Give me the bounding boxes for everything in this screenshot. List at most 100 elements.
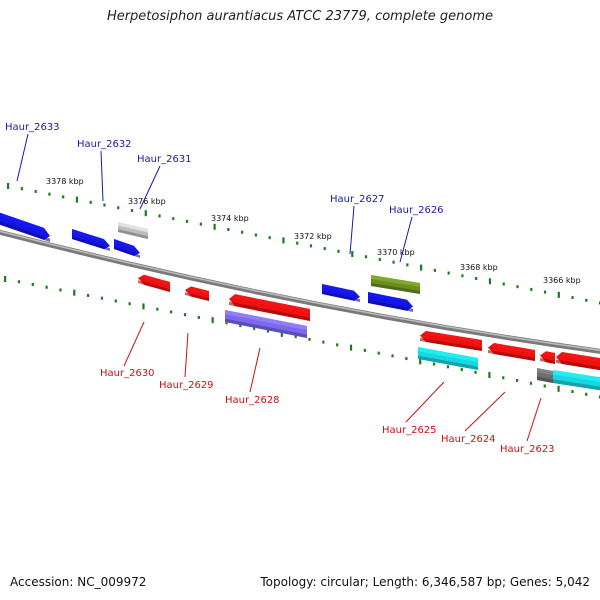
leader-line — [399, 216, 413, 263]
lower-minor-tick — [100, 296, 104, 300]
gene-haur-2623 — [556, 351, 600, 371]
upper-minor-tick — [20, 187, 23, 191]
upper-minor-tick — [502, 282, 505, 286]
lower-major-tick — [349, 344, 353, 351]
gene-segment — [540, 351, 555, 364]
upper-minor-tick — [62, 195, 65, 199]
upper-minor-tick — [516, 285, 519, 289]
gene-haur-2632-shadow — [72, 236, 110, 251]
upper-major-tick — [7, 183, 10, 189]
leader-line — [139, 165, 161, 210]
gene-haur-2629-shadow — [185, 292, 209, 301]
lower-minor-tick — [266, 329, 270, 333]
lower-major-tick — [557, 385, 560, 392]
upper-minor-tick — [254, 233, 258, 237]
gene-segment — [537, 368, 553, 383]
lower-minor-tick — [377, 351, 380, 355]
leader-line — [123, 321, 145, 367]
gene-segment-shadow — [553, 379, 600, 391]
lower-minor-tick — [515, 379, 519, 383]
gene-haur-2632 — [72, 229, 110, 251]
gene-haur-2623-highlight — [562, 351, 600, 363]
lower-minor-tick — [45, 285, 48, 289]
gene-segment-highlight — [553, 370, 600, 382]
lower-minor-tick — [308, 337, 311, 341]
lower-minor-tick — [446, 365, 449, 369]
upper-minor-tick — [130, 208, 134, 212]
gene-segment-highlight — [537, 368, 553, 376]
gene-label-reverse: Haur_2625 — [382, 425, 437, 436]
upper-major-tick — [75, 196, 79, 203]
lower-minor-tick — [474, 370, 477, 374]
upper-major-tick — [420, 264, 423, 271]
upper-minor-tick — [585, 298, 588, 302]
gene-haur-2631 — [118, 222, 148, 239]
lower-major-tick — [211, 317, 214, 324]
gene-label-reverse: Haur_2630 — [100, 368, 155, 379]
gene-label-forward: Haur_2631 — [137, 154, 192, 165]
lower-minor-tick — [391, 354, 394, 358]
gene-label-forward: Haur_2627 — [330, 194, 385, 205]
upper-minor-tick — [172, 217, 175, 221]
gene-haur-2631-highlight — [118, 222, 148, 233]
gene-haur-2632-highlight — [72, 229, 104, 243]
scale-label: 3372 kbp — [294, 232, 332, 241]
scale-label: 3378 kbp — [46, 177, 84, 186]
upper-minor-tick — [199, 222, 202, 226]
upper-major-tick — [488, 278, 492, 285]
leader-line — [464, 391, 506, 432]
scale-label: 3370 kbp — [377, 248, 415, 257]
gene-segment-highlight — [114, 239, 134, 250]
gene-label-reverse: Haur_2628 — [225, 395, 280, 406]
upper-major-tick — [557, 291, 560, 298]
gene-haur-2630-highlight — [144, 274, 170, 286]
gene-segment — [114, 239, 140, 258]
genome-backbone — [0, 229, 600, 354]
lower-minor-tick — [59, 288, 62, 292]
gene-label-reverse: Haur_2623 — [500, 444, 555, 455]
upper-major-tick — [351, 251, 354, 258]
gene-label-reverse: Haur_2629 — [159, 380, 214, 391]
upper-minor-tick — [34, 189, 37, 193]
lower-minor-tick — [17, 280, 21, 284]
gene-haur-2629 — [185, 286, 209, 301]
lower-minor-tick — [405, 357, 408, 361]
lower-minor-tick — [336, 343, 339, 347]
lower-major-tick — [419, 358, 422, 365]
gene-haur-2628-highlight — [225, 310, 307, 331]
gene-haur-2628 — [225, 310, 307, 338]
tick-track-lower — [4, 276, 600, 399]
upper-minor-tick — [392, 260, 395, 264]
lower-minor-tick — [502, 376, 505, 380]
leader-line — [526, 397, 542, 442]
gene-haur-2630 — [138, 274, 170, 292]
gene-haur-2626 — [371, 275, 420, 294]
lower-minor-tick — [585, 392, 588, 396]
gene-segment-highlight — [368, 292, 407, 304]
lower-major-tick — [73, 289, 76, 296]
gene-haur-2624-highlight — [494, 343, 535, 354]
upper-minor-tick — [89, 200, 92, 204]
lower-minor-tick — [114, 299, 117, 303]
gene-segment-shadow — [420, 337, 482, 351]
leader-line — [16, 133, 29, 182]
upper-minor-tick — [268, 236, 271, 240]
gene-segment-shadow — [540, 357, 555, 364]
upper-minor-tick — [543, 290, 547, 294]
upper-minor-tick — [447, 271, 450, 275]
lower-major-tick — [4, 276, 7, 282]
gene-segment — [553, 370, 600, 391]
lower-minor-tick — [87, 293, 90, 297]
gene-haur-2626-shadow — [371, 282, 420, 294]
scale-label: 3366 kbp — [543, 276, 581, 285]
gene-segment-highlight — [426, 330, 482, 344]
gene-segment-shadow — [537, 376, 553, 383]
lower-minor-tick — [31, 282, 34, 286]
lower-minor-tick — [529, 381, 533, 385]
gene-segment-highlight — [235, 294, 310, 314]
scale-label: 3374 kbp — [211, 214, 249, 223]
scale-labels: 3378 kbp 3376 kbp 3374 kbp 3372 kbp 3370 kbp… — [46, 177, 581, 285]
upper-minor-tick — [461, 274, 464, 278]
gene-haur-2624 — [488, 343, 535, 361]
